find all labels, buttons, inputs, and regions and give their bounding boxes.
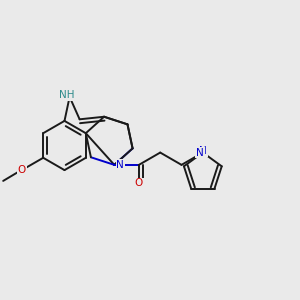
Text: N: N (116, 160, 124, 170)
Text: NH: NH (59, 90, 74, 100)
Text: N: N (199, 146, 207, 156)
Text: O: O (135, 178, 143, 188)
Text: N: N (196, 148, 204, 158)
Text: O: O (18, 165, 26, 175)
